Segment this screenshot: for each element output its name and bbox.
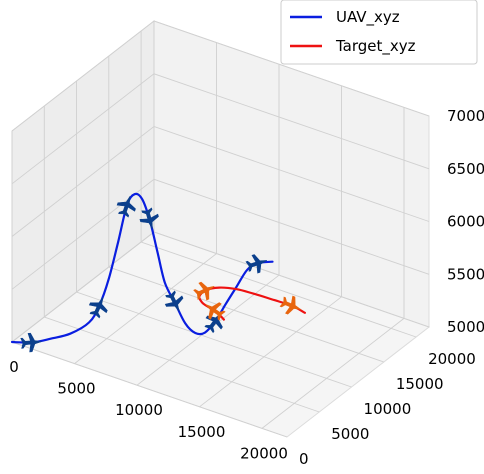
axis-panes [10, 19, 431, 438]
gridline-z [11, 231, 430, 343]
gridline-z [11, 178, 430, 290]
y-tick-label: 0 [299, 450, 309, 468]
y-tick-label: 5000 [331, 425, 369, 443]
series-line [10, 192, 274, 344]
z-tick-label: 6500 [447, 160, 484, 178]
y-tick-label: 15000 [396, 375, 444, 393]
y-tick-label: 20000 [428, 350, 476, 368]
gridline-z [11, 20, 430, 132]
y-tick-label: 10000 [364, 400, 412, 418]
x-tick-label: 0 [9, 358, 19, 376]
series-uav-xyz [10, 192, 274, 353]
aircraft-marker-icon [245, 254, 268, 274]
aircraft-marker-icon [20, 332, 42, 353]
series-layer [10, 192, 306, 353]
series-target-xyz [193, 281, 306, 321]
aircraft-marker-icon [193, 281, 215, 301]
aircraft-marker-icon [139, 207, 159, 230]
z-tick-label: 5500 [447, 265, 484, 283]
aircraft-marker-icon [88, 297, 108, 319]
aircraft-marker-icon [279, 295, 301, 315]
legend-label-target: Target_xyz [335, 37, 416, 56]
x-tick-label: 20000 [240, 444, 288, 462]
aircraft-marker-icon [164, 290, 184, 312]
z-tick-label: 6000 [447, 213, 484, 231]
gridline-z [11, 73, 430, 185]
legend-label-uav: UAV_xyz [336, 8, 400, 27]
gridline-z [11, 125, 430, 237]
x-tick-label: 15000 [178, 423, 226, 441]
z-tick-label: 7000 [447, 107, 484, 125]
gridlines [11, 20, 430, 438]
tick-labels: 0 5000 10000 15000 20000 0 5000 10000 15000 20000… [9, 107, 484, 468]
x-tick-label: 10000 [115, 401, 163, 419]
z-tick-label: 5000 [447, 318, 484, 336]
legend: UAV_xyz Target_xyz [280, 0, 478, 65]
legend-box [280, 0, 478, 65]
x-tick-label: 5000 [57, 380, 95, 398]
aircraft-marker-icon [116, 196, 136, 218]
aircraft-marker-icon [205, 302, 226, 321]
